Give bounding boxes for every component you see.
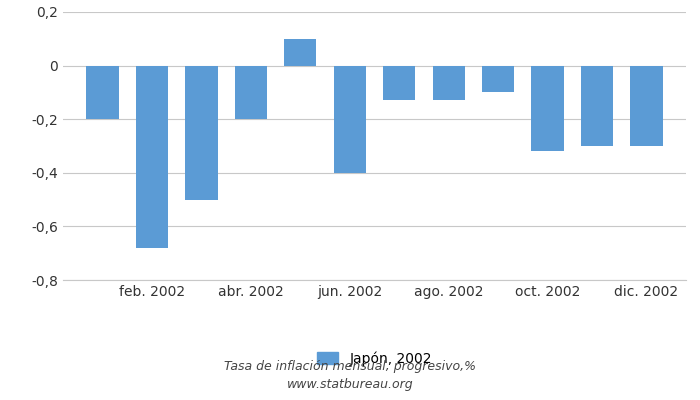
Bar	[334, 66, 366, 173]
Bar	[482, 66, 514, 92]
Bar	[234, 66, 267, 119]
Bar	[136, 66, 168, 248]
Bar	[87, 66, 118, 119]
Bar	[383, 66, 415, 100]
Bar	[433, 66, 465, 100]
Bar	[284, 39, 316, 66]
Bar	[631, 66, 662, 146]
Bar	[186, 66, 218, 200]
Bar	[531, 66, 564, 151]
Bar	[581, 66, 613, 146]
Legend: Japón, 2002: Japón, 2002	[312, 346, 438, 372]
Text: Tasa de inflación mensual, progresivo,%: Tasa de inflación mensual, progresivo,%	[224, 360, 476, 373]
Text: www.statbureau.org: www.statbureau.org	[287, 378, 413, 391]
